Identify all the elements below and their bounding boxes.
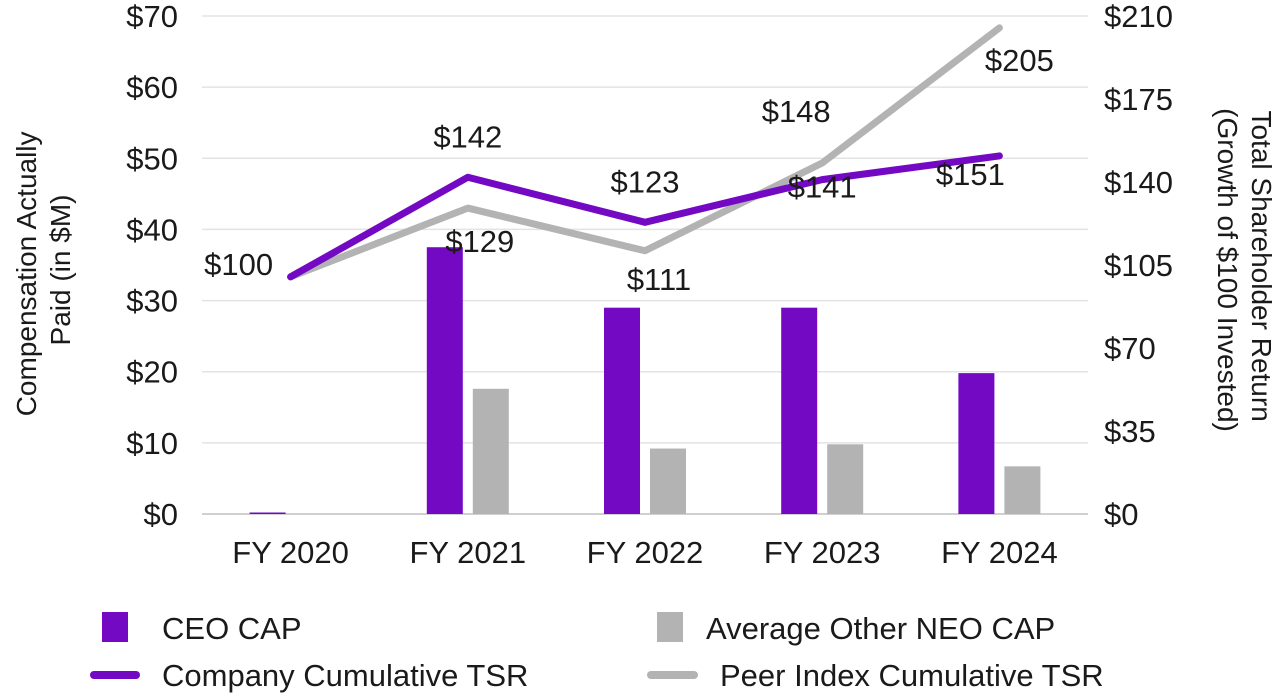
- left-tick-label: $60: [126, 70, 178, 105]
- left-tick-label: $50: [126, 141, 178, 176]
- line-marks: [287, 24, 1003, 281]
- data-labels: $100 $142 $123 $141 $151 $129 $111 $148 $205: [204, 43, 1054, 297]
- x-axis-ticks: FY 2020 FY 2021 FY 2022 FY 2023 FY 2024: [232, 535, 1057, 570]
- data-label-company-cumulative-tsr: $123: [611, 164, 680, 199]
- bar-ceo-cap: [958, 373, 995, 514]
- legend-swatch-average-other-neo-cap: [657, 612, 683, 642]
- bar-average-other-neo-cap: [1004, 466, 1041, 514]
- right-axis-title: Total Shareholder Return (Growth of $100…: [1212, 108, 1277, 432]
- bar-ceo-cap: [604, 307, 640, 514]
- data-label-company-cumulative-tsr: $151: [936, 157, 1005, 192]
- bar-ceo-cap: [781, 307, 818, 514]
- data-label-peer-index-cumulative-tsr: $129: [445, 224, 514, 259]
- bar-average-other-neo-cap: [827, 444, 864, 514]
- right-tick-label: $105: [1104, 248, 1173, 283]
- bar-ceo-cap: [249, 512, 286, 514]
- right-tick-label: $140: [1104, 165, 1173, 200]
- data-label-peer-index-cumulative-tsr: $111: [627, 262, 691, 297]
- data-label-company-cumulative-tsr: $142: [433, 119, 502, 154]
- legend: CEO CAP Average Other NEO CAP Company Cu…: [90, 611, 1104, 693]
- data-label-peer-index-cumulative-tsr: $148: [762, 94, 831, 129]
- right-axis-ticks: $0 $35 $70 $105 $140 $175 $210: [1104, 0, 1173, 532]
- left-axis-title: Compensation Actually Paid (in $M): [11, 124, 76, 417]
- data-label-company-cumulative-tsr: $100: [204, 247, 273, 282]
- right-tick-label: $35: [1104, 414, 1156, 449]
- legend-label-peer-tsr: Peer Index Cumulative TSR: [720, 658, 1104, 693]
- right-tick-label: $0: [1104, 497, 1138, 532]
- left-tick-label: $0: [144, 497, 178, 532]
- legend-swatch-ceo-cap: [102, 612, 128, 642]
- data-label-peer-index-cumulative-tsr: $205: [985, 43, 1054, 78]
- line-peer-index-cumulative-tsr: [287, 24, 1003, 281]
- x-tick-label: FY 2023: [764, 535, 881, 570]
- bar-ceo-cap: [426, 247, 463, 514]
- gridlines: [202, 15, 1088, 515]
- x-tick-label: FY 2020: [232, 535, 349, 570]
- left-tick-label: $10: [126, 426, 178, 461]
- left-tick-label: $20: [126, 355, 178, 390]
- left-tick-label: $40: [126, 212, 178, 247]
- line-company-cumulative-tsr: [287, 152, 1003, 281]
- x-tick-label: FY 2022: [587, 535, 704, 570]
- data-label-company-cumulative-tsr: $141: [788, 170, 857, 205]
- legend-label-ceo-cap: CEO CAP: [162, 611, 302, 646]
- left-tick-label: $70: [126, 0, 178, 34]
- x-tick-label: FY 2024: [941, 535, 1058, 570]
- legend-label-company-tsr: Company Cumulative TSR: [162, 658, 528, 693]
- bar-average-other-neo-cap: [472, 388, 509, 514]
- left-tick-label: $30: [126, 284, 178, 319]
- right-tick-label: $175: [1104, 82, 1173, 117]
- bar-marks: [249, 247, 1041, 514]
- left-axis-ticks: $0 $10 $20 $30 $40 $50 $60 $70: [126, 0, 178, 532]
- legend-label-average-other-neo-cap: Average Other NEO CAP: [706, 611, 1055, 646]
- right-tick-label: $210: [1104, 0, 1173, 34]
- right-tick-label: $70: [1104, 331, 1156, 366]
- x-tick-label: FY 2021: [409, 535, 526, 570]
- bar-average-other-neo-cap: [650, 448, 686, 514]
